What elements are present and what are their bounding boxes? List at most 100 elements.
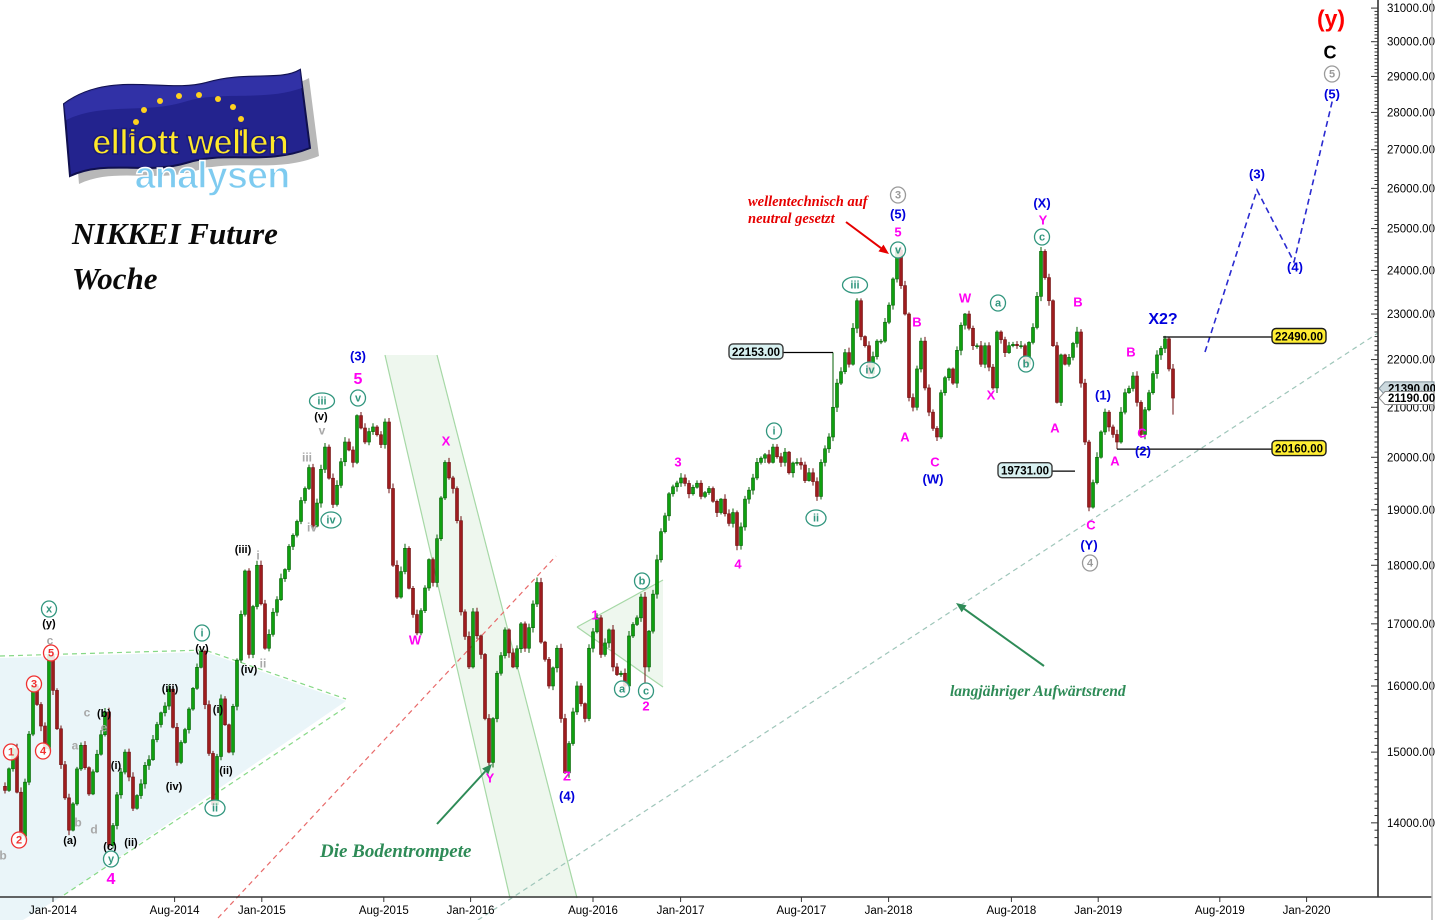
candle-body — [983, 345, 987, 365]
candle-body — [323, 446, 327, 470]
candle-body — [171, 688, 175, 728]
candle-body — [287, 546, 291, 570]
candle-body — [567, 743, 571, 774]
candle-body — [243, 570, 247, 615]
candle-body — [727, 513, 731, 524]
candle-body — [363, 427, 367, 443]
wave-label-text: 2 — [642, 699, 649, 714]
candle-body — [1147, 392, 1151, 411]
wave-label-text: ii — [813, 513, 819, 525]
candle-body — [459, 520, 463, 613]
candle-body — [659, 531, 663, 561]
candle-body — [155, 724, 159, 740]
candle-body — [379, 434, 383, 445]
candle-body — [843, 352, 847, 372]
candle-body — [995, 331, 999, 389]
wave-circle — [889, 186, 907, 204]
candle-body — [527, 627, 531, 649]
wave-label-text: iii — [302, 450, 312, 464]
candle-body — [675, 482, 679, 488]
wave-label-circled: 4 — [34, 742, 52, 760]
candle-body — [791, 462, 795, 474]
candle-body — [291, 534, 295, 547]
candle-body — [907, 313, 911, 398]
wave-circle — [320, 511, 342, 529]
wave-label-text: i — [200, 628, 203, 640]
wave-label-circled: i — [765, 422, 783, 440]
candle-body — [415, 614, 419, 634]
candle-body — [795, 462, 799, 464]
candle-body — [595, 617, 599, 633]
price-axis: 14000.00 15000.00 16000.00 17000.00 18000.00… — [1371, 0, 1435, 897]
candle-body — [1099, 431, 1103, 458]
neutral-note-arrow-head — [878, 244, 889, 254]
candle-body — [211, 753, 215, 806]
candle-body — [199, 651, 203, 668]
candle-body — [91, 771, 95, 795]
candle-body — [719, 498, 723, 513]
candle-body — [1127, 388, 1131, 394]
neutral-note: wellentechnisch auf — [748, 194, 870, 210]
wave-label-text: 1 — [591, 608, 598, 623]
wave-label-text: C — [1324, 42, 1337, 62]
flag-highlight — [64, 70, 302, 120]
candle-body — [1011, 344, 1015, 347]
wave-label-text: iii — [317, 396, 326, 408]
candle-body — [627, 635, 631, 687]
time-tick-label: Aug-2015 — [359, 905, 409, 917]
wave-label-text: b — [639, 576, 646, 588]
candle-body — [1171, 368, 1175, 399]
candle-body — [771, 446, 775, 463]
candle-body — [1035, 296, 1039, 328]
left-triangle-zone — [0, 652, 346, 920]
candle-body — [131, 776, 135, 809]
wave-label-text: (4) — [559, 789, 575, 804]
candle-body — [511, 652, 515, 668]
candle-body — [875, 340, 879, 357]
bodentrompete-arrow-head — [482, 764, 492, 775]
wave-label-text: C — [1137, 426, 1147, 441]
wave-label-text: (b) — [97, 708, 111, 720]
wave-circle — [34, 742, 52, 760]
candle-body — [963, 313, 967, 326]
candle-body — [71, 803, 75, 831]
candle-body — [135, 795, 139, 809]
candle-body — [731, 512, 735, 524]
candle-body — [723, 498, 727, 515]
candle-body — [891, 278, 895, 306]
candle-body — [543, 641, 547, 660]
wave-label-circled: iv — [320, 511, 342, 529]
title-timeframe: Woche — [72, 260, 158, 296]
candle-body — [607, 629, 611, 644]
price-tick-label: 20000.00 — [1387, 452, 1435, 464]
price-tick-label: 27000.00 — [1387, 145, 1435, 157]
wave-label-text: v — [319, 423, 326, 437]
wave-label-text: a — [995, 298, 1002, 310]
candle-body — [779, 456, 783, 463]
wave-label-text: 1 — [8, 747, 14, 759]
candle-body — [427, 559, 431, 589]
candle-body — [383, 421, 387, 445]
candle-body — [27, 733, 31, 783]
candle-body — [139, 783, 143, 796]
price-tick-label: 28000.00 — [1387, 107, 1435, 119]
candle-body — [991, 366, 995, 389]
title-instrument: NIKKEI Future — [72, 216, 278, 251]
candle-body — [1019, 345, 1023, 348]
candle-body — [1055, 345, 1059, 403]
candle-body — [403, 548, 407, 572]
last-price-value: 21190.00 — [1388, 393, 1435, 405]
candle-body — [1095, 456, 1099, 483]
wave-label-text: B — [1073, 295, 1082, 310]
candle-body — [443, 462, 447, 499]
candle-body — [1043, 251, 1047, 278]
price-tick-label: 19000.00 — [1387, 505, 1435, 517]
wave-label-text: (iv) — [166, 781, 183, 793]
price-callout-box — [728, 343, 784, 360]
candle-body — [639, 596, 643, 619]
price-callout-value: 19731.00 — [1001, 466, 1049, 478]
wave-label-text: i — [256, 548, 259, 562]
wave-circle — [633, 572, 651, 590]
candle-body — [803, 464, 807, 481]
